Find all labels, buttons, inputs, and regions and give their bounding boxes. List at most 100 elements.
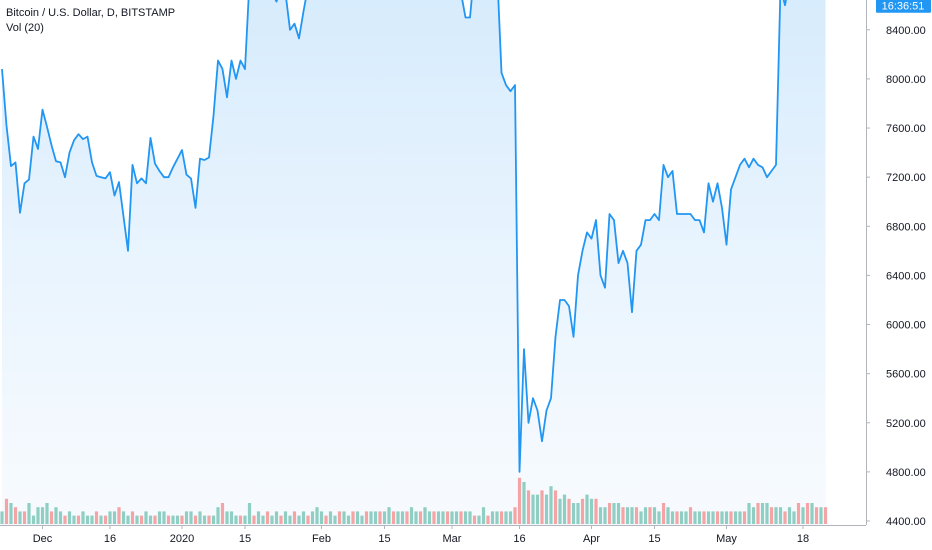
volume-bar: [193, 515, 198, 524]
volume-bar: [513, 507, 517, 524]
volume-bar: [391, 511, 396, 524]
x-tick-label: 2020: [170, 533, 194, 545]
y-tick-label: 7600.00: [886, 123, 926, 135]
volume-bar: [558, 498, 562, 524]
volume-bar: [486, 515, 490, 524]
volume-bar: [40, 507, 45, 524]
volume-bar: [139, 515, 144, 524]
volume-bar: [621, 507, 625, 524]
volume-bar: [436, 511, 441, 524]
volume-bar: [99, 515, 103, 524]
volume-bar: [117, 507, 121, 524]
volume-bar: [292, 511, 297, 524]
volume-bar: [189, 511, 193, 524]
volume-bar: [553, 490, 558, 524]
volume-bar: [108, 511, 112, 524]
volume-bar: [454, 511, 459, 524]
volume-bar: [589, 498, 594, 524]
volume-bar: [423, 507, 427, 524]
volume-bar: [220, 503, 225, 524]
volume-bar: [576, 503, 580, 524]
price-area-fill: [2, 0, 826, 525]
volume-bar: [495, 511, 499, 524]
volume-bar: [648, 507, 652, 524]
volume-bar: [225, 511, 229, 524]
volume-bar: [747, 503, 751, 524]
volume-bar: [652, 507, 657, 524]
volume-bar: [355, 511, 360, 524]
volume-bar: [549, 486, 553, 524]
volume-bar: [256, 511, 261, 524]
volume-bar: [688, 507, 693, 524]
volume-bar: [814, 507, 819, 524]
y-tick-label: 6400.00: [886, 270, 926, 282]
volume-bar: [270, 515, 274, 524]
volume-bar: [661, 503, 666, 524]
bar-countdown: 16:36:51: [882, 1, 925, 13]
volume-bar: [54, 507, 58, 524]
x-tick-label: Mar: [443, 533, 462, 545]
volume-bar: [625, 507, 630, 524]
volume-bar: [144, 511, 148, 524]
volume-bar: [468, 511, 472, 524]
x-tick-label: 16: [513, 533, 525, 545]
volume-bar: [247, 503, 252, 524]
volume-bar: [211, 515, 216, 524]
volume-bar: [459, 511, 463, 524]
volume-bar: [612, 503, 616, 524]
volume-bar: [72, 515, 76, 524]
volume-bar: [265, 511, 270, 524]
volume-bar: [504, 511, 508, 524]
volume-bar: [306, 515, 310, 524]
volume-bar: [90, 515, 94, 524]
x-tick-label: Feb: [312, 533, 331, 545]
y-tick-label: 4800.00: [886, 467, 926, 479]
volume-bar: [0, 511, 4, 524]
volume-bar: [85, 515, 90, 524]
y-tick-label: 7200.00: [886, 172, 926, 184]
volume-bar: [729, 511, 733, 524]
volume-bar: [801, 507, 805, 524]
volume-bar: [126, 515, 130, 524]
volume-bar: [679, 511, 684, 524]
volume-bar: [571, 503, 576, 524]
volume-bar: [819, 507, 823, 524]
volume-bar: [58, 511, 63, 524]
volume-bar: [607, 503, 612, 524]
volume-bar: [706, 511, 711, 524]
volume-bar: [666, 507, 670, 524]
x-tick-label: 15: [239, 533, 251, 545]
x-tick-label: 15: [648, 533, 660, 545]
y-tick-label: 4400.00: [886, 516, 926, 528]
volume-bar: [792, 511, 796, 524]
x-tick-label: May: [716, 533, 737, 545]
y-tick-label: 8000.00: [886, 74, 926, 86]
volume-bar: [670, 511, 675, 524]
volume-bar: [787, 507, 792, 524]
volume-bar: [630, 507, 634, 524]
volume-bar: [414, 511, 418, 524]
last-price-tag: 8710.0016:36:51: [876, 0, 931, 13]
volume-bar: [171, 515, 175, 524]
volume-bar: [130, 511, 135, 524]
volume-label: Vol (20): [6, 22, 44, 34]
volume-bar: [526, 490, 531, 524]
volume-bar: [67, 511, 72, 524]
volume-bar: [580, 498, 585, 524]
volume-bar: [724, 511, 729, 524]
volume-bar: [81, 511, 85, 524]
y-tick-label: 5200.00: [886, 418, 926, 430]
volume-bar: [535, 494, 540, 524]
volume-bar: [387, 507, 391, 524]
volume-bars: [0, 477, 828, 524]
x-tick-label: Apr: [583, 533, 600, 545]
volume-bar: [369, 511, 373, 524]
volume-bar: [297, 515, 301, 524]
volume-bar: [738, 511, 742, 524]
volume-bar: [657, 511, 661, 524]
price-line: [1, 0, 787, 473]
volume-bar: [252, 515, 256, 524]
volume-bar: [9, 503, 13, 524]
volume-bar: [400, 511, 405, 524]
